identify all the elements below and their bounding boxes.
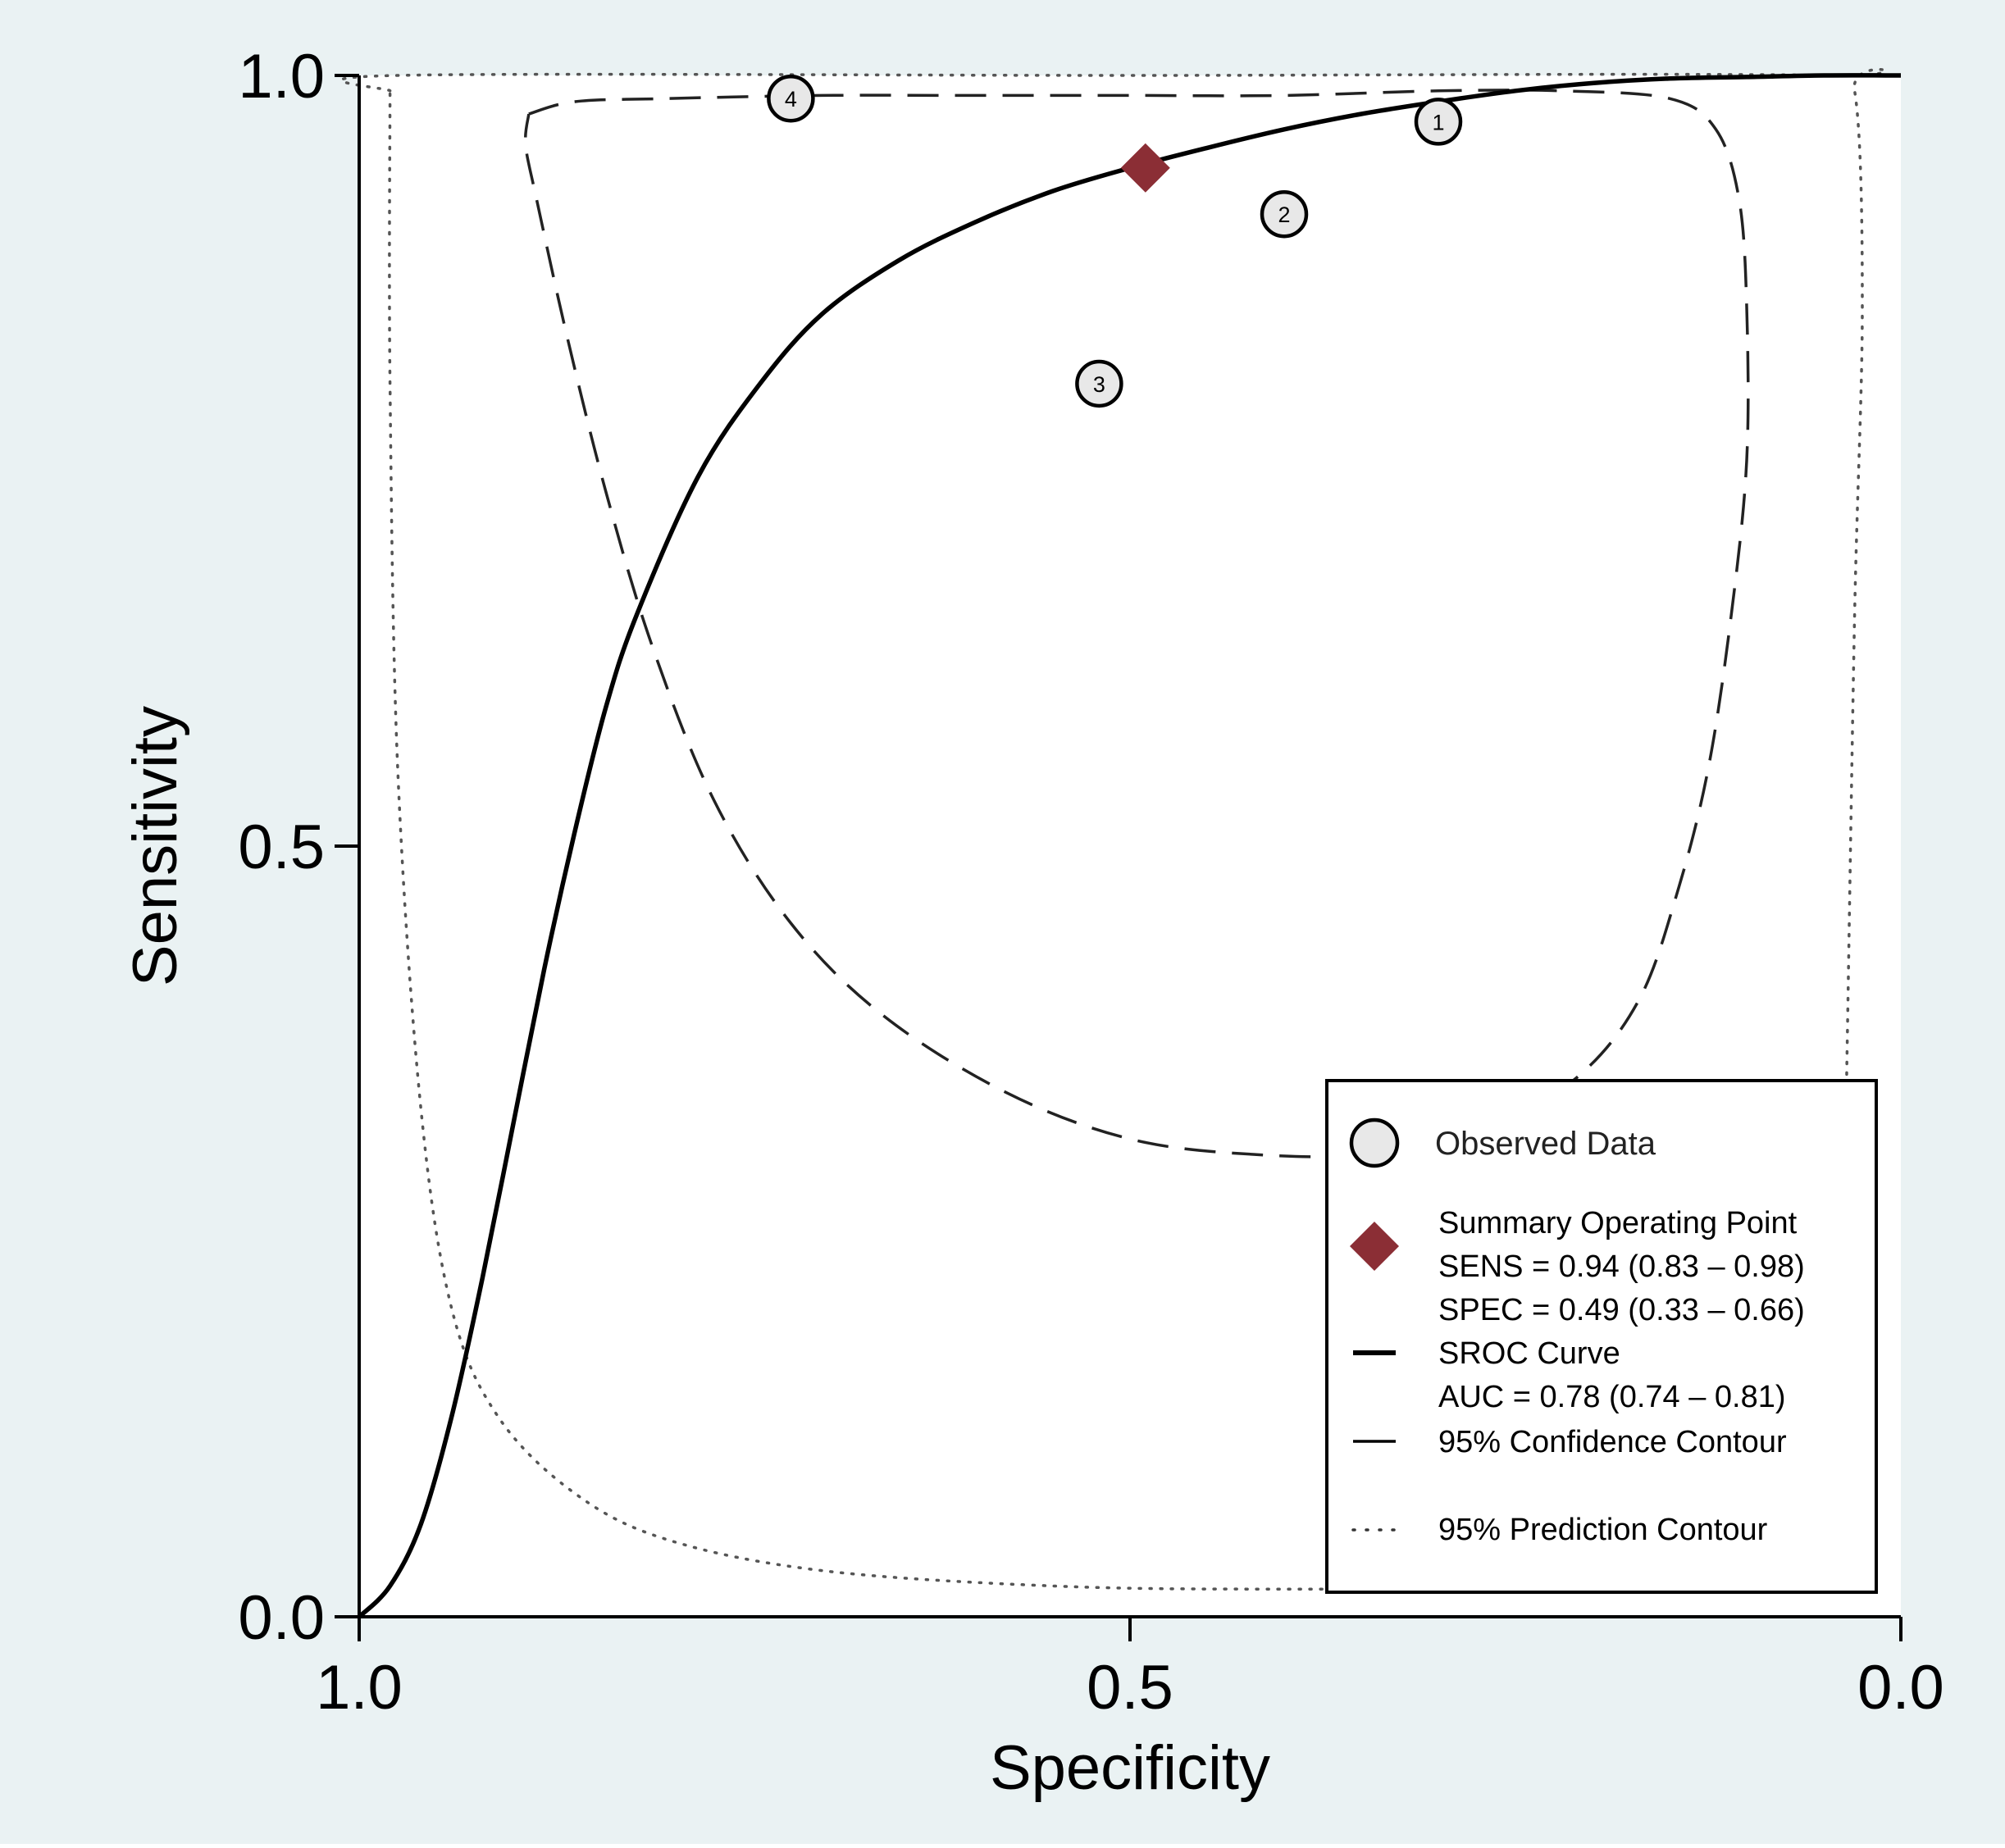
observed-point: 1 xyxy=(1414,98,1463,146)
x-tick-label: 1.0 xyxy=(316,1653,403,1723)
legend-observed-label: Observed Data xyxy=(1435,1126,1656,1162)
legend-auc-label: AUC = 0.78 (0.74 – 0.81) xyxy=(1438,1380,1786,1414)
y-tick-label: 0.5 xyxy=(238,812,325,882)
observed-points-layer: 1 2 3 4 xyxy=(767,74,1463,408)
legend-summary-title: Summary Operating Point xyxy=(1438,1206,1798,1240)
x-axis-label: Specificity xyxy=(990,1733,1270,1803)
legend-confidence-label: 95% Confidence Contour xyxy=(1438,1425,1787,1459)
observed-point: 3 xyxy=(1075,359,1123,408)
observed-point: 2 xyxy=(1260,189,1309,239)
observed-point: 4 xyxy=(767,74,815,123)
legend-prediction-label: 95% Prediction Contour xyxy=(1438,1513,1768,1547)
x-tick-label: 0.5 xyxy=(1087,1653,1173,1723)
confidence-contour-layer xyxy=(523,89,1750,1158)
legend-box xyxy=(1325,1079,1878,1594)
observed-point-marker xyxy=(1075,359,1123,408)
legend-sens-label: SENS = 0.94 (0.83 – 0.98) xyxy=(1438,1249,1805,1284)
legend-spec-label: SPEC = 0.49 (0.33 – 0.66) xyxy=(1438,1293,1805,1327)
axes: 0.0 0.5 1.0 1.0 0.5 0.0 xyxy=(238,42,1943,1723)
legend-summary-marker xyxy=(1350,1222,1399,1271)
summary-point-marker xyxy=(1120,143,1170,193)
observed-point-label: 4 xyxy=(785,87,797,112)
observed-point-label: 2 xyxy=(1278,203,1290,227)
observed-point-label: 3 xyxy=(1093,372,1105,397)
observed-point-marker xyxy=(1260,189,1309,239)
legend-sroc-label: SROC Curve xyxy=(1438,1336,1620,1371)
summary-point-layer xyxy=(1120,143,1170,193)
sroc-curve xyxy=(358,73,1902,1619)
legend-observed-marker xyxy=(1349,1117,1400,1168)
sroc-curve-layer xyxy=(358,73,1902,1619)
observed-point-marker xyxy=(1414,98,1463,146)
observed-point-label: 1 xyxy=(1432,110,1444,134)
x-tick-label: 0.0 xyxy=(1857,1653,1944,1723)
observed-point-marker xyxy=(767,74,815,123)
y-tick-label: 1.0 xyxy=(238,42,325,112)
confidence-contour xyxy=(523,89,1750,1158)
y-tick-label: 0.0 xyxy=(238,1583,325,1653)
legend: Observed Data Summary Operating Point SE… xyxy=(1325,1079,1878,1594)
y-axis-label: Sensitivity xyxy=(121,706,190,986)
